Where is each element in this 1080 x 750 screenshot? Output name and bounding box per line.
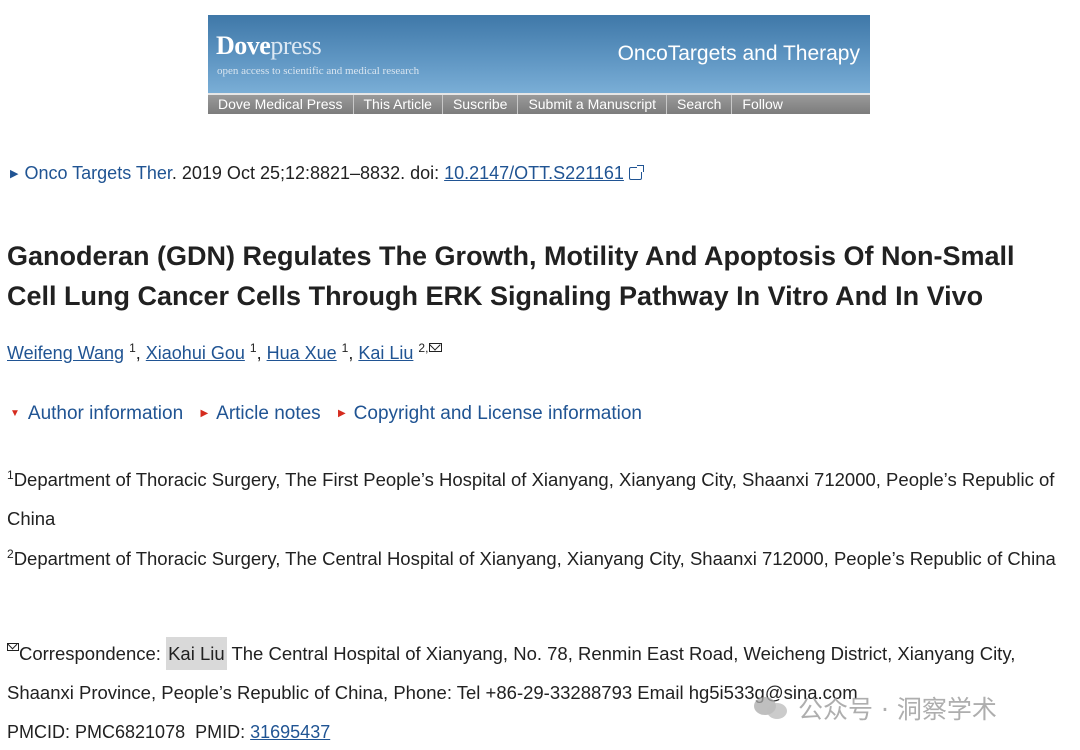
journal-link[interactable]: Onco Targets Ther: [24, 163, 172, 183]
author-affil-sup: 1: [129, 341, 136, 355]
author-affil-sup: 1: [341, 341, 349, 355]
watermark-text: 公众号 · 洞察学术: [798, 695, 997, 724]
wechat-icon: [754, 695, 788, 721]
toggle-author-information[interactable]: ▼ Author information: [10, 403, 184, 424]
nav-dove-medical-press[interactable]: Dove Medical Press: [208, 95, 354, 114]
affiliation: 2Department of Thoracic Surgery, The Cen…: [7, 547, 1056, 570]
dovepress-logo[interactable]: Dovepress: [216, 31, 322, 60]
nav-follow[interactable]: Follow: [742, 96, 783, 112]
journal-banner: Dovepress open access to scientific and …: [208, 15, 870, 114]
citation-details: . 2019 Oct 25;12:8821–8832. doi:: [171, 163, 445, 183]
journal-name[interactable]: OncoTargets and Therapy: [617, 42, 860, 65]
triangle-right-icon: ▶: [10, 168, 19, 180]
affiliation: 1Department of Thoracic Surgery, The Fir…: [7, 468, 1055, 530]
doi-link[interactable]: 10.2147/OTT.S221161: [444, 163, 624, 183]
banner-header: Dovepress open access to scientific and …: [208, 15, 870, 93]
nav-this-article[interactable]: This Article: [354, 95, 443, 114]
article-ids: PMCID: PMC6821078 PMID: 31695437: [7, 722, 331, 742]
external-link-icon[interactable]: [628, 165, 644, 180]
correspondence-details: The Central Hospital of Xianyang, No. 78…: [7, 643, 1016, 703]
author-link[interactable]: Weifeng Wang: [7, 343, 125, 363]
correspondence-label: Correspondence:: [19, 643, 167, 664]
triangle-down-icon: ▼: [10, 408, 20, 419]
triangle-right-icon: ▶: [200, 408, 209, 419]
banner-nav: Dove Medical Press This Article Suscribe…: [208, 95, 870, 114]
toggle-copyright-license[interactable]: ▶ Copyright and License information: [337, 403, 643, 424]
author-link[interactable]: Kai Liu: [358, 343, 414, 363]
correspondence: Correspondence: Kai Liu The Central Hosp…: [7, 634, 1072, 712]
nav-subscribe[interactable]: Suscribe: [443, 95, 519, 114]
author-affil-sup: 2,: [418, 341, 429, 355]
triangle-right-icon: ▶: [337, 408, 346, 419]
envelope-icon[interactable]: [429, 343, 443, 352]
correspondence-name: Kai Liu: [166, 637, 227, 670]
citation-line: ▶ Onco Targets Ther. 2019 Oct 25;12:8821–…: [10, 163, 644, 184]
nav-submit-manuscript[interactable]: Submit a Manuscript: [518, 95, 668, 114]
author-link[interactable]: Xiaohui Gou: [145, 343, 245, 363]
author-list: Weifeng Wang 1, Xiaohui Gou 1, Hua Xue 1…: [7, 341, 443, 364]
info-toggles: ▼ Author information ▶ Article notes ▶ Copy…: [10, 403, 654, 425]
wechat-watermark: 公众号 · 洞察学术: [754, 690, 997, 726]
author-link[interactable]: Hua Xue: [266, 343, 337, 363]
nav-search[interactable]: Search: [667, 95, 733, 114]
logo-tagline: open access to scientific and medical re…: [217, 65, 420, 77]
envelope-icon: [7, 643, 19, 651]
article-title: Ganoderan (GDN) Regulates The Growth, Mo…: [7, 241, 1015, 311]
author-affil-sup: 1: [249, 341, 257, 355]
pmcid-value: PMC6821078: [75, 722, 186, 742]
pmid-link[interactable]: 31695437: [250, 722, 331, 742]
toggle-article-notes[interactable]: ▶ Article notes: [200, 403, 321, 424]
